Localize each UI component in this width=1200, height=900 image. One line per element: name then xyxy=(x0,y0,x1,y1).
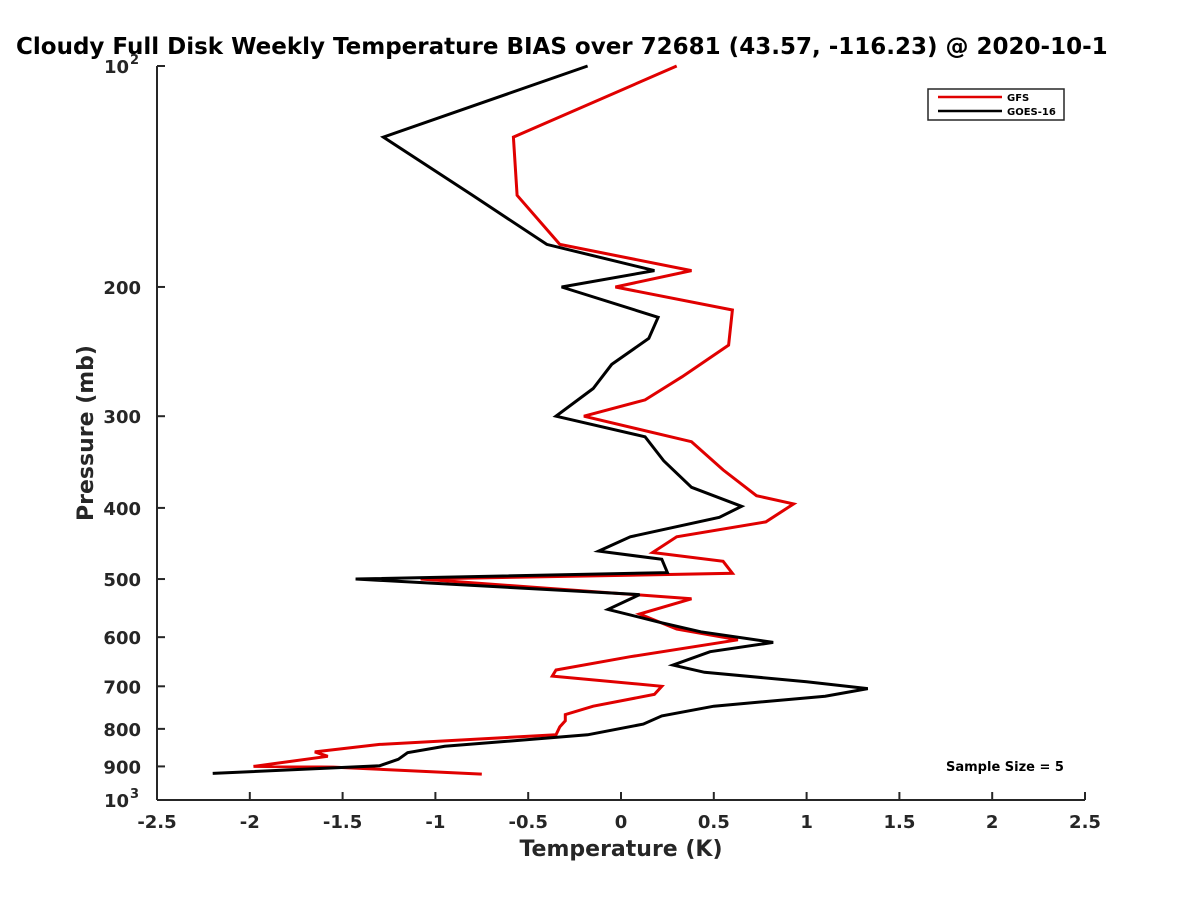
y-tick-label: 800 xyxy=(103,720,141,741)
y-tick-label: 900 xyxy=(103,757,141,778)
y-tick-label: 300 xyxy=(103,407,141,428)
series-lines xyxy=(212,64,869,776)
y-tick-label: 500 xyxy=(103,570,141,591)
x-tick-label: 0 xyxy=(615,812,628,833)
plot-area xyxy=(156,66,1085,801)
legend-label-goes16: GOES-16 xyxy=(1007,107,1056,118)
y-tick-exponent: 2 xyxy=(130,53,139,68)
series-line-gfs xyxy=(253,64,798,776)
y-tick-label: 400 xyxy=(103,499,141,520)
sample-size-annotation: Sample Size = 5 xyxy=(946,760,1064,775)
y-tick-label: 700 xyxy=(103,677,141,698)
x-axis-ticks: -2.5 -2 -1.5 -1 -0.5 0 0.5 1 1.5 2 2.5 xyxy=(137,792,1101,833)
chart-title: Cloudy Full Disk Weekly Temperature BIAS… xyxy=(16,34,1108,60)
x-tick-label: -0.5 xyxy=(509,812,548,833)
legend-label-gfs: GFS xyxy=(1007,93,1029,104)
x-tick-label: 0.5 xyxy=(698,812,730,833)
legend-box xyxy=(927,88,1065,121)
x-tick-label: 2 xyxy=(986,812,999,833)
y-tick-label: 10 xyxy=(104,57,129,78)
x-tick-label: -2 xyxy=(240,812,260,833)
y-tick-label: 600 xyxy=(103,628,141,649)
x-tick-label: -1.5 xyxy=(323,812,362,833)
x-tick-label: -1 xyxy=(425,812,445,833)
series-line-goes16 xyxy=(212,64,869,775)
x-tick-label: 2.5 xyxy=(1069,812,1101,833)
y-tick-label: 10 xyxy=(104,791,129,812)
y-tick-label: 200 xyxy=(103,278,141,299)
legend: GFS GOES-16 xyxy=(927,88,1065,121)
x-tick-label: 1 xyxy=(800,812,813,833)
y-tick-exponent: 3 xyxy=(130,787,139,802)
x-axis-label: Temperature (K) xyxy=(519,837,722,862)
x-tick-label: 1.5 xyxy=(883,812,915,833)
x-tick-label: -2.5 xyxy=(137,812,176,833)
y-axis-label: Pressure (mb) xyxy=(74,345,99,521)
